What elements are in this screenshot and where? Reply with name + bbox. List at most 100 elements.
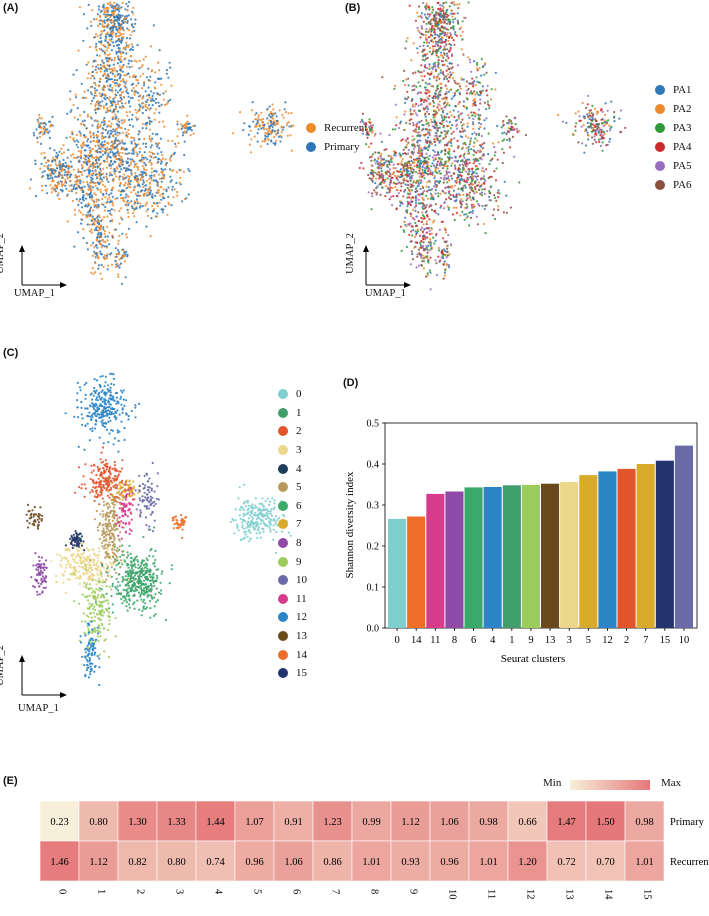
umap-point [269,115,272,118]
umap-point [106,141,109,145]
umap-point [439,12,442,15]
umap-point [423,75,426,78]
umap-point [426,72,429,75]
umap-point [125,236,129,239]
umap-point [104,53,107,56]
umap-point [270,140,273,143]
umap-point [144,55,147,58]
umap-point [469,137,473,140]
umap-point [83,169,86,172]
umap-point [421,98,424,101]
umap-point [100,155,103,158]
umap-point [433,119,436,122]
umap-point [149,186,152,189]
umap-point [449,44,453,47]
umap-point [130,43,133,46]
umap-point [608,124,611,127]
umap-point [443,248,446,251]
umap-point [593,138,596,141]
umap-point [466,152,470,155]
umap-point [103,425,107,429]
umap-point [61,164,64,167]
umap-point [108,18,111,21]
umap-point [371,164,374,167]
umap-point [470,204,474,207]
umap-point [140,170,143,173]
umap-point [465,92,468,95]
umap-point [132,86,135,90]
umap-point [116,127,119,130]
umap-point [469,216,473,219]
umap-point [55,151,58,155]
umap-point [446,132,449,135]
umap-point [112,108,115,111]
umap-point [77,150,80,153]
umap-point [262,117,265,121]
umap-point [57,192,60,195]
umap-point [407,141,410,144]
umap-point [439,38,442,41]
panel-label-e: (E) [3,775,18,787]
umap-point [138,67,141,70]
umap-point [431,25,434,28]
umap-point [148,174,152,177]
umap-point [149,75,152,78]
umap-point [256,119,259,122]
umap-point [419,147,423,150]
umap-point [394,167,397,170]
umap-point [136,165,139,168]
umap-point [452,12,455,15]
umap-point [416,11,419,14]
umap-point [443,153,447,156]
umap-point [462,100,465,103]
umap-point [427,36,430,39]
umap-point [54,175,57,178]
umap-point [109,85,112,88]
umap-point [65,136,68,139]
umap-point [380,159,383,162]
umap-point [424,30,428,33]
umap-point [56,194,59,197]
umap-point [249,129,252,132]
umap-point [448,62,452,65]
umap-point [433,125,436,128]
umap-point [428,94,431,97]
umap-point [260,118,263,121]
umap-point [279,140,282,143]
umap-point [402,195,405,198]
umap-point [441,167,445,170]
umap-point [490,175,493,178]
umap-point [59,180,62,183]
umap-point [442,102,445,105]
umap-point [109,201,112,204]
umap-point [66,220,69,223]
umap-point [160,103,163,106]
umap-point [133,136,136,140]
umap-point [99,147,102,150]
umap-point [95,238,99,241]
umap-point [428,229,431,232]
legend-item: PA5 [655,156,692,175]
umap-point [255,112,258,115]
umap-point [123,251,126,254]
umap-point [253,135,256,138]
umap-point [431,188,434,191]
legend-swatch [655,160,665,171]
umap-point [472,162,475,165]
umap-point [120,19,123,23]
umap-point [371,179,374,182]
umap-point [588,117,591,121]
umap-point [605,144,608,147]
umap-point [440,256,443,259]
umap-point [102,176,105,179]
umap-point [167,186,170,189]
umap-point [41,184,44,187]
umap-point [150,217,153,220]
umap-point [417,182,420,185]
umap-point [594,118,597,121]
umap-point [457,103,460,106]
panel-label-a: (A) [3,2,19,14]
umap-point [380,153,383,156]
umap-point [58,160,61,163]
umap-point [89,91,92,94]
